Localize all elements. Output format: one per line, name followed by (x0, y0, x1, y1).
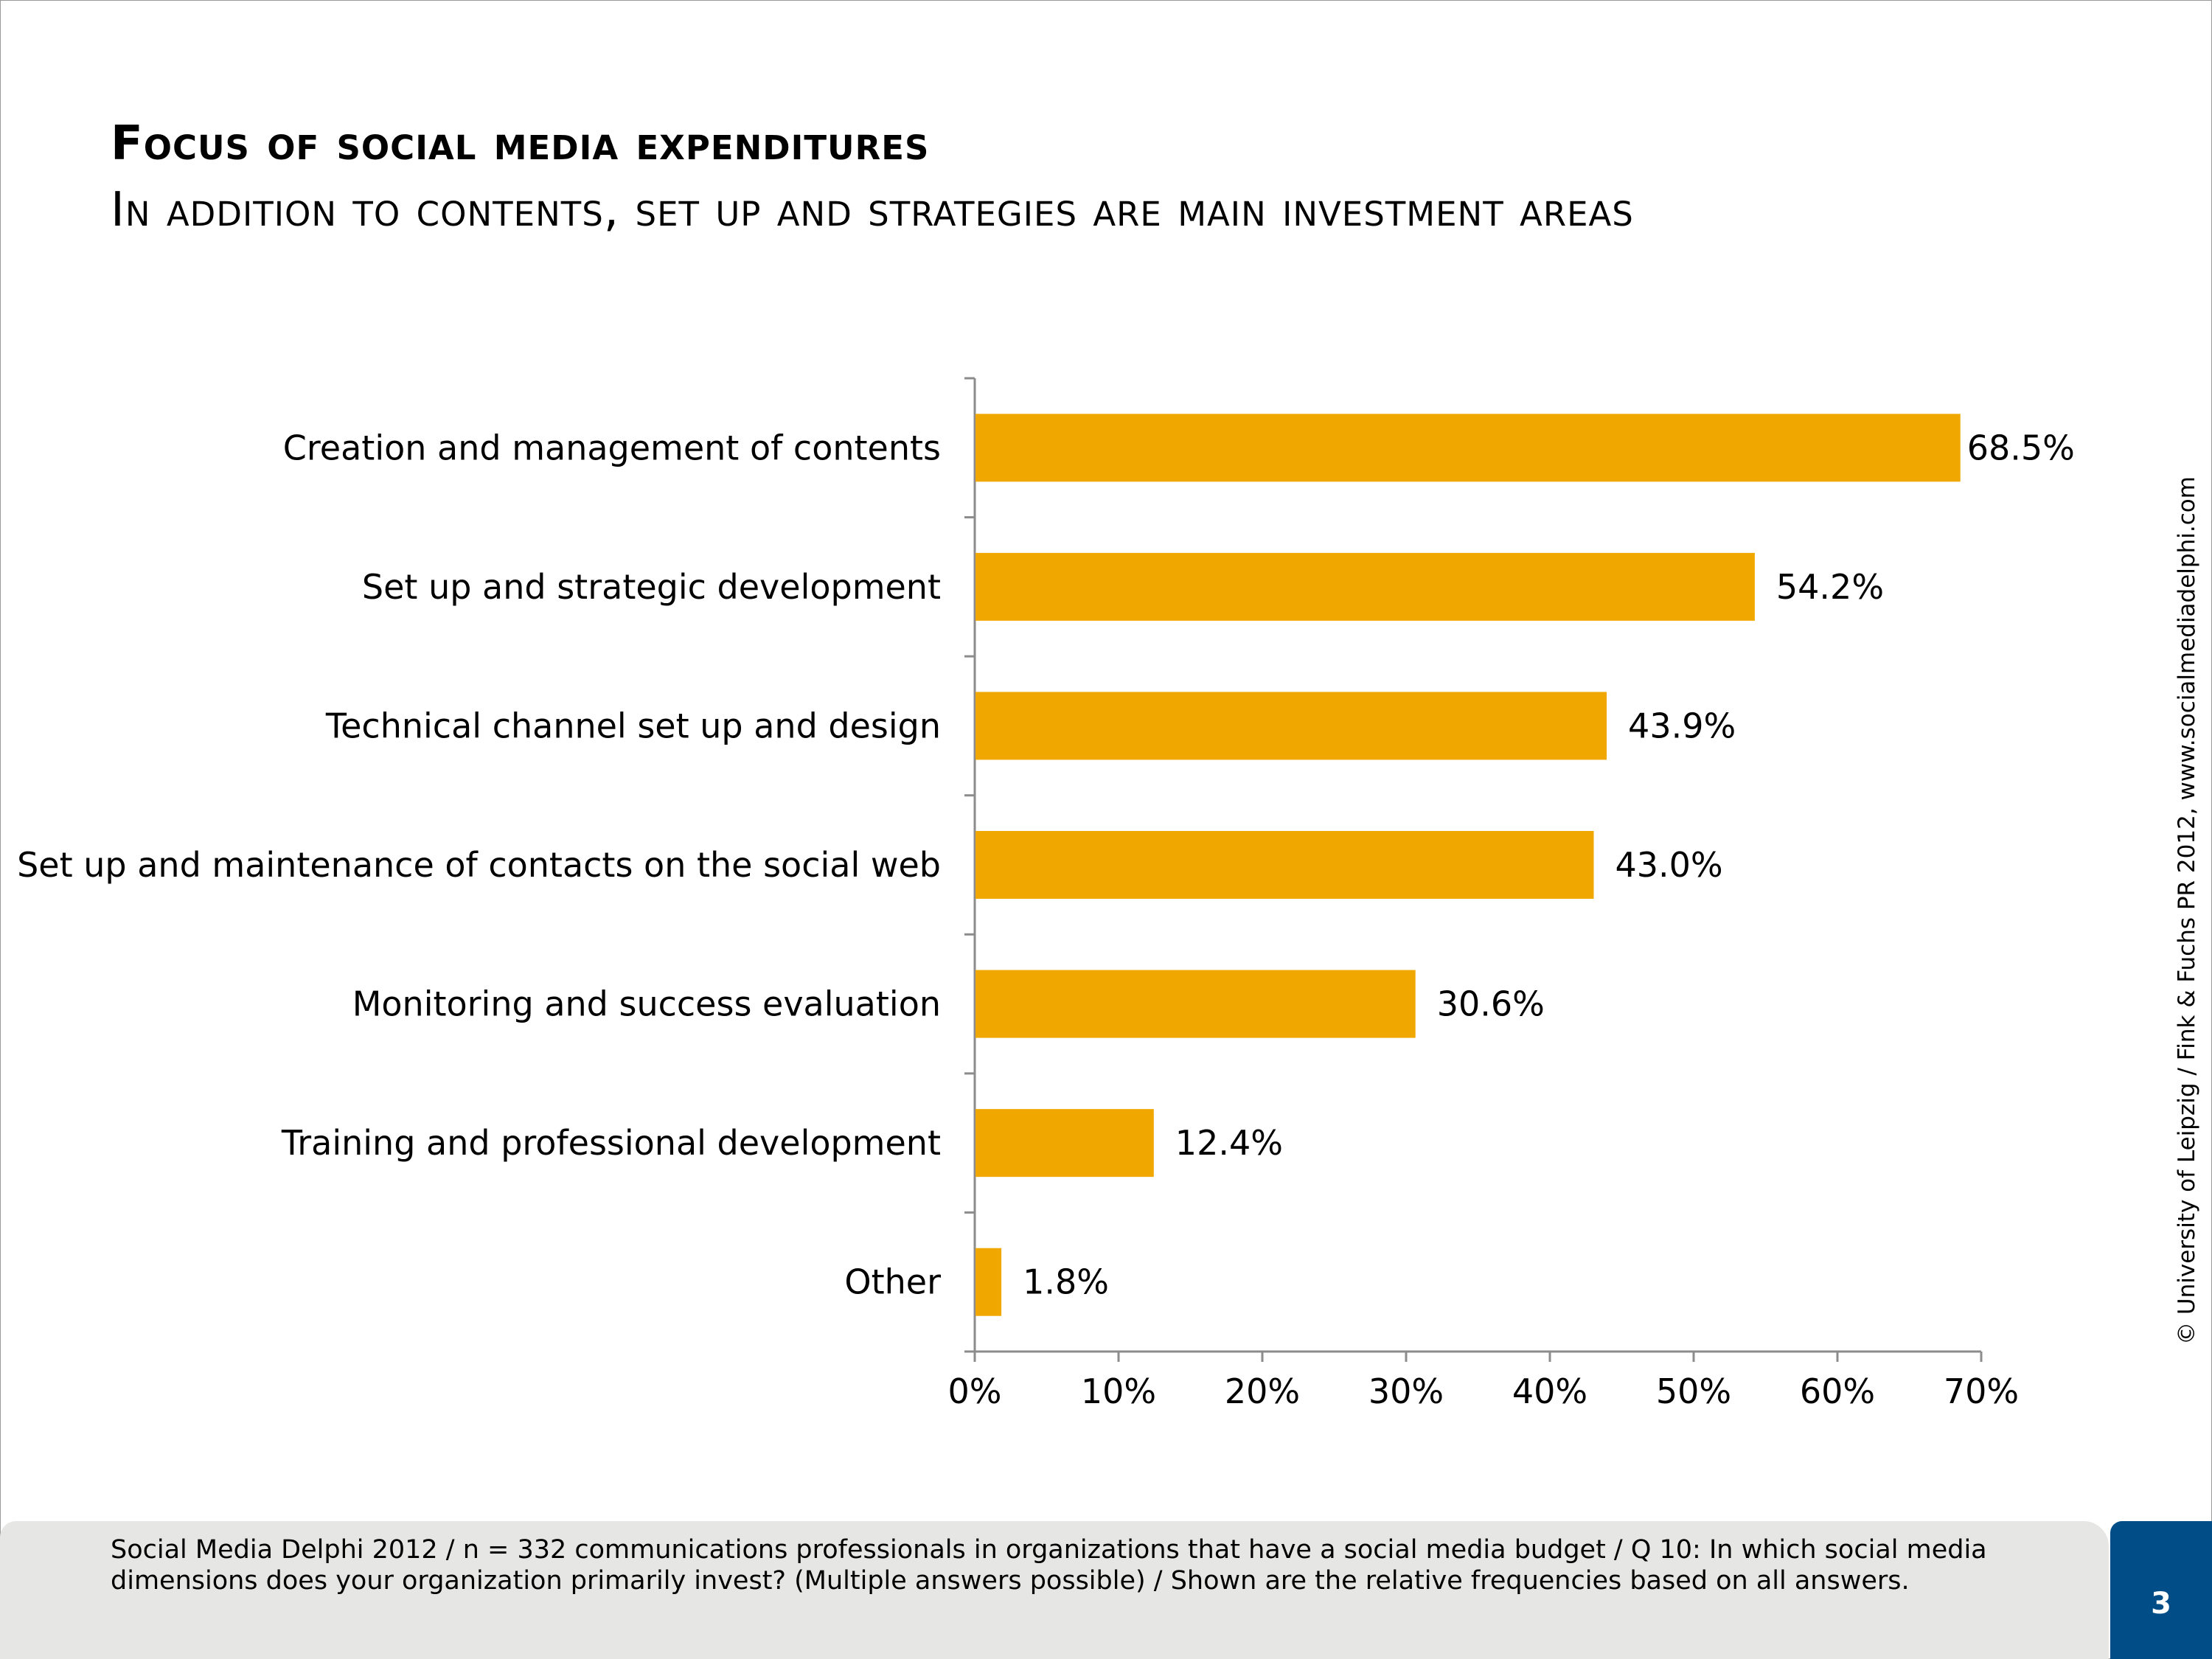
category-label: Other (844, 1262, 941, 1302)
footer-panel (0, 1521, 2109, 1659)
x-tick-label: 40% (1512, 1371, 1587, 1411)
bar (975, 692, 1607, 760)
bar (975, 1109, 1154, 1178)
page-number-badge: 3 (2110, 1521, 2212, 1659)
data-label: 43.0% (1615, 845, 1723, 885)
x-tick-label: 50% (1656, 1371, 1731, 1411)
footnote-text: Social Media Delphi 2012 / n = 332 commu… (111, 1535, 1987, 1596)
bar (975, 970, 1416, 1038)
x-tick-label: 70% (1944, 1371, 2019, 1411)
data-label: 54.2% (1776, 567, 1884, 607)
data-label: 30.6% (1437, 984, 1545, 1024)
category-label: Creation and management of contents (283, 428, 941, 467)
bar (975, 1248, 1002, 1316)
x-tick-label: 30% (1368, 1371, 1444, 1411)
category-label: Technical channel set up and design (325, 706, 941, 745)
x-tick-label: 10% (1081, 1371, 1156, 1411)
bar (975, 831, 1594, 899)
data-label: 12.4% (1175, 1123, 1283, 1163)
category-label: Monitoring and success evaluation (352, 984, 941, 1024)
page-number: 3 (2151, 1586, 2171, 1621)
category-label: Set up and maintenance of contacts on th… (17, 845, 941, 885)
slide-title: Focus of social media expenditures (111, 116, 930, 171)
category-label: Training and professional development (281, 1123, 941, 1163)
x-tick-label: 0% (948, 1371, 1002, 1411)
bar-chart: 0% 10% 20% 30% 40% 50% 60% 70% Creation and mana… (17, 377, 2075, 1411)
data-label: 1.8% (1023, 1262, 1109, 1302)
category-label: Set up and strategic development (362, 567, 941, 607)
x-tick-label: 60% (1800, 1371, 1875, 1411)
bar (975, 414, 1961, 482)
data-label: 43.9% (1628, 706, 1736, 745)
slide-subtitle: In addition to contents, set up and stra… (111, 183, 1634, 237)
bar (975, 552, 1755, 621)
x-tick-label: 20% (1225, 1371, 1300, 1411)
copyright-credit: © University of Leipzig / Fink & Fuchs P… (2174, 476, 2200, 1345)
data-label: 68.5% (1967, 428, 2075, 467)
